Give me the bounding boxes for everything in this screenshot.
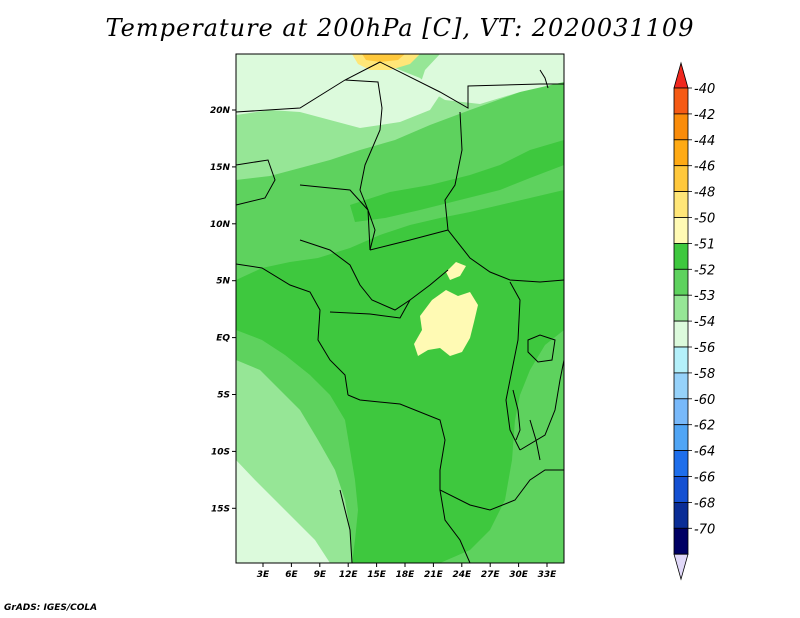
credit-label: GrADS: IGES/COLA (4, 603, 98, 613)
lat-tick-label: 10N (210, 220, 231, 230)
lat-tick-label: 15S (211, 504, 230, 514)
colorbar-label: -53 (694, 289, 715, 304)
field-cyan-north (236, 54, 310, 100)
field-light-northeast (420, 54, 564, 104)
colorbar-label: -56 (694, 341, 715, 356)
lat-tick-label: 20N (210, 106, 231, 116)
colorbar-label: -64 (694, 445, 715, 460)
colorbar-label: -66 (694, 471, 715, 486)
colorbar-label: -60 (694, 393, 715, 408)
colorbar-swatch (673, 139, 689, 167)
field-hot-top (362, 54, 405, 62)
field-lightest-west (236, 460, 330, 563)
colorbar-swatch (673, 450, 689, 477)
colorbar-label: -44 (694, 134, 715, 149)
lon-tick-label: 9E (314, 570, 327, 580)
colorbar-swatch (673, 320, 689, 348)
lon-tick-label: 12E (339, 570, 359, 580)
colorbar-swatch (673, 424, 689, 452)
colorbar-swatch (673, 165, 689, 192)
longitude-axis: 3E 6E 9E 12E 15E 18E 21E 24E 27E 30E 33E (257, 563, 557, 580)
colorbar-bottom-triangle (673, 553, 689, 581)
colorbar-swatch (673, 268, 689, 296)
lakes (512, 334, 556, 461)
field-dark-north-streak (350, 140, 564, 222)
map-figure: 20N 15N 10N 5N EQ 5S 10S 15S 3E 6E 9E 12E 15E 18E 21E… (210, 53, 715, 581)
colorbar-swatch (673, 346, 689, 374)
colorbar-swatch (673, 372, 689, 400)
field-dark-center (236, 190, 564, 563)
lon-tick-label: 21E (424, 570, 444, 580)
lat-tick-label: 15N (210, 163, 231, 173)
colorbar-label: -54 (694, 315, 715, 330)
colorbar-swatch (673, 217, 689, 244)
colorbar-swatch (673, 191, 689, 218)
lon-tick-label: 18E (396, 570, 416, 580)
colorbar-swatch (673, 476, 689, 503)
chart-title: Temperature at 200hPa [C], VT: 202003110… (105, 14, 695, 42)
lat-tick-label: EQ (216, 334, 230, 344)
latitude-axis: 20N 15N 10N 5N EQ 5S 10S 15S (210, 106, 236, 514)
colorbar-label: -70 (694, 522, 715, 537)
lon-tick-label: 24E (452, 570, 472, 580)
colorbar-swatch (673, 87, 689, 115)
lon-tick-label: 15E (367, 570, 387, 580)
colorbar-label: -48 (694, 186, 715, 201)
colorbar-swatch (673, 527, 689, 555)
colorbar-label: -62 (694, 419, 715, 434)
field-warm-small (446, 262, 466, 280)
colorbar-top-triangle (673, 61, 689, 89)
colorbar-label: -58 (694, 367, 715, 382)
field-warm-center (414, 290, 478, 356)
colorbar-swatch (673, 501, 689, 529)
colorbar-swatch (673, 398, 689, 426)
lon-tick-label: 30E (509, 570, 529, 580)
country-borders (236, 61, 564, 563)
colorbar-label: -50 (694, 212, 715, 227)
colorbar-label: -46 (694, 160, 715, 175)
lon-tick-label: 3E (257, 570, 270, 580)
lon-tick-label: 33E (538, 570, 558, 580)
colorbar: -40 -42 -44 -46 -48 -50 -51 -52 -53 -54 -56 -58 -60 -… (673, 61, 715, 581)
map-frame (235, 53, 565, 564)
lon-tick-label: 27E (481, 570, 501, 580)
colorbar-swatch (673, 294, 689, 322)
colorbar-label: -42 (694, 108, 715, 123)
lat-tick-label: 5N (216, 277, 230, 287)
lat-tick-label: 5S (217, 391, 230, 401)
colorbar-label: -51 (694, 237, 715, 252)
colorbar-swatch (673, 242, 689, 270)
colorbar-swatch (673, 113, 689, 141)
lon-tick-label: 6E (285, 570, 298, 580)
colorbar-label: -52 (694, 263, 715, 278)
map-plot-area (236, 54, 564, 563)
colorbar-label: -40 (694, 82, 715, 97)
river-nile (539, 69, 549, 89)
lat-tick-label: 10S (211, 447, 230, 457)
colorbar-label: -68 (694, 496, 715, 511)
